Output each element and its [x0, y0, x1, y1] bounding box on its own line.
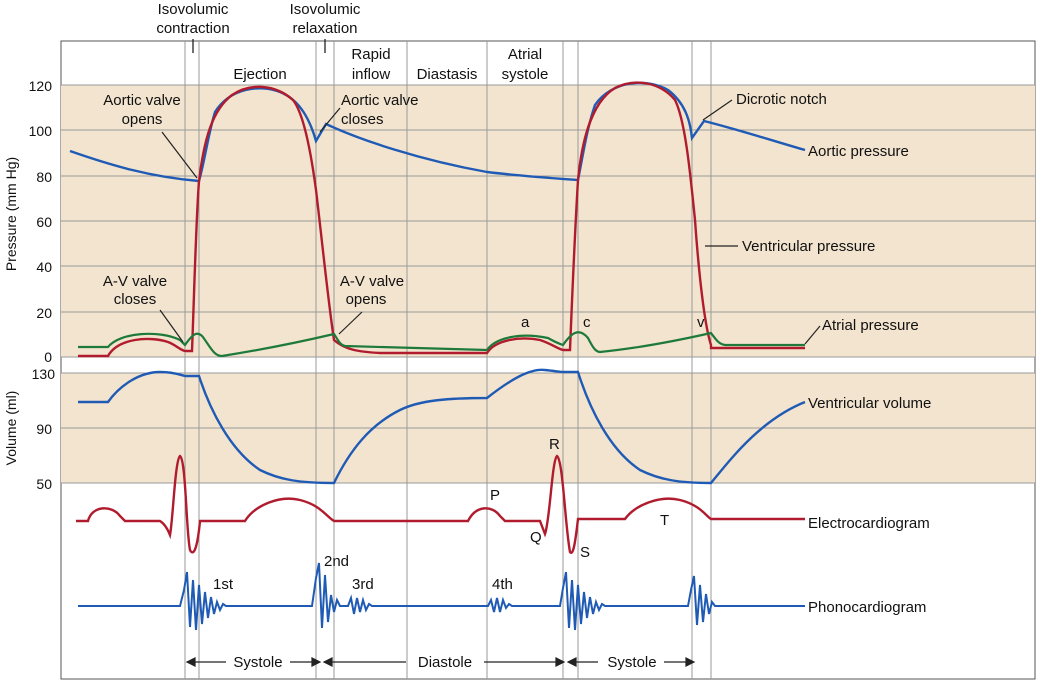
- phase-label-atrial-systole: Atrial: [508, 46, 542, 63]
- volume-tick: 130: [32, 366, 56, 382]
- ecg-wave-s: S: [580, 544, 590, 561]
- phase-dividers: [184, 41, 712, 679]
- phase-label-isovolumic-relaxation: relaxation: [292, 20, 357, 37]
- volume-tick: 50: [36, 476, 52, 492]
- atrial-wave-a: a: [521, 314, 530, 331]
- pressure-tick: 0: [44, 349, 52, 365]
- plot-frame: [60, 40, 1036, 680]
- pressure-gridlines: [61, 84, 1035, 358]
- ventricular-pressure-curve: [78, 81, 805, 358]
- leader-line: [319, 107, 341, 133]
- atrial-wave-v: v: [697, 314, 705, 331]
- pressure-tick: 120: [29, 78, 53, 94]
- heart-sound-second: 2nd: [324, 553, 349, 570]
- heart-sound-first: 1st: [213, 576, 234, 593]
- cycle-label-systole: Systole: [607, 654, 656, 671]
- label-phonocardiogram: Phonocardiogram: [808, 599, 926, 616]
- leader-line: [161, 131, 198, 179]
- leader-line: [159, 309, 184, 343]
- pressure-tick: 80: [36, 169, 52, 185]
- annotation-aortic-valve-closes: closes: [341, 111, 384, 128]
- ventricular-volume-curve: [78, 368, 806, 485]
- volume-axis-label: Volume (ml): [3, 391, 19, 466]
- leader-line: [338, 311, 363, 335]
- cycle-label-systole: Systole: [233, 654, 282, 671]
- label-ventricular-volume: Ventricular volume: [808, 395, 931, 412]
- label-atrial-pressure: Atrial pressure: [822, 317, 919, 334]
- volume-tick-labels: 130 90 50: [32, 366, 56, 492]
- label-electrocardiogram: Electrocardiogram: [808, 515, 930, 532]
- annotation-av-valve-opens: opens: [346, 291, 387, 308]
- ecg-wave-q: Q: [530, 529, 542, 546]
- pressure-tick: 20: [36, 305, 52, 321]
- ecg-trace: [76, 454, 805, 554]
- phonocardiogram-trace: [78, 562, 805, 631]
- ecg-wave-r: R: [549, 436, 560, 453]
- annotation-av-valve-closes: closes: [114, 291, 157, 308]
- leader-line: [804, 325, 821, 345]
- cycle-arrows: [185, 657, 696, 667]
- annotation-dicrotic-notch: Dicrotic notch: [736, 91, 827, 108]
- cycle-label-diastole: Diastole: [418, 654, 472, 671]
- phase-label-isovolumic-relaxation: Isovolumic: [290, 1, 361, 18]
- pressure-tick: 60: [36, 214, 52, 230]
- heart-sound-third: 3rd: [352, 576, 374, 593]
- phase-label-rapid-inflow: Rapid: [351, 46, 390, 63]
- atrial-pressure-curve: [78, 331, 805, 358]
- annotation-av-valve-opens: A-V valve: [340, 273, 404, 290]
- annotation-aortic-valve-opens: Aortic valve: [103, 92, 181, 109]
- phase-label-diastasis: Diastasis: [417, 66, 478, 83]
- pressure-tick-labels: 120 100 80 60 40 20 0: [29, 78, 53, 365]
- label-ventricular-pressure: Ventricular pressure: [742, 238, 875, 255]
- phase-label-isovolumic-contraction: Isovolumic: [158, 1, 229, 18]
- aortic-pressure-curve: [69, 81, 806, 183]
- annotation-av-valve-closes: A-V valve: [103, 273, 167, 290]
- pressure-axis-label: Pressure (mm Hg): [3, 157, 19, 271]
- atrial-wave-c: c: [583, 314, 591, 331]
- phase-label-isovolumic-contraction: contraction: [156, 20, 229, 37]
- volume-tick: 90: [36, 421, 52, 437]
- phase-label-rapid-inflow: inflow: [352, 66, 391, 83]
- pressure-tick: 100: [29, 123, 53, 139]
- heart-sound-fourth: 4th: [492, 576, 513, 593]
- phase-label-ejection: Ejection: [233, 66, 286, 83]
- ecg-wave-t: T: [660, 512, 669, 529]
- leader-line: [702, 99, 733, 121]
- annotation-aortic-valve-closes: Aortic valve: [341, 92, 419, 109]
- ecg-wave-p: P: [490, 487, 500, 504]
- pressure-tick: 40: [36, 259, 52, 275]
- annotation-aortic-valve-opens: opens: [122, 111, 163, 128]
- label-aortic-pressure: Aortic pressure: [808, 143, 909, 160]
- phase-label-atrial-systole: systole: [502, 66, 549, 83]
